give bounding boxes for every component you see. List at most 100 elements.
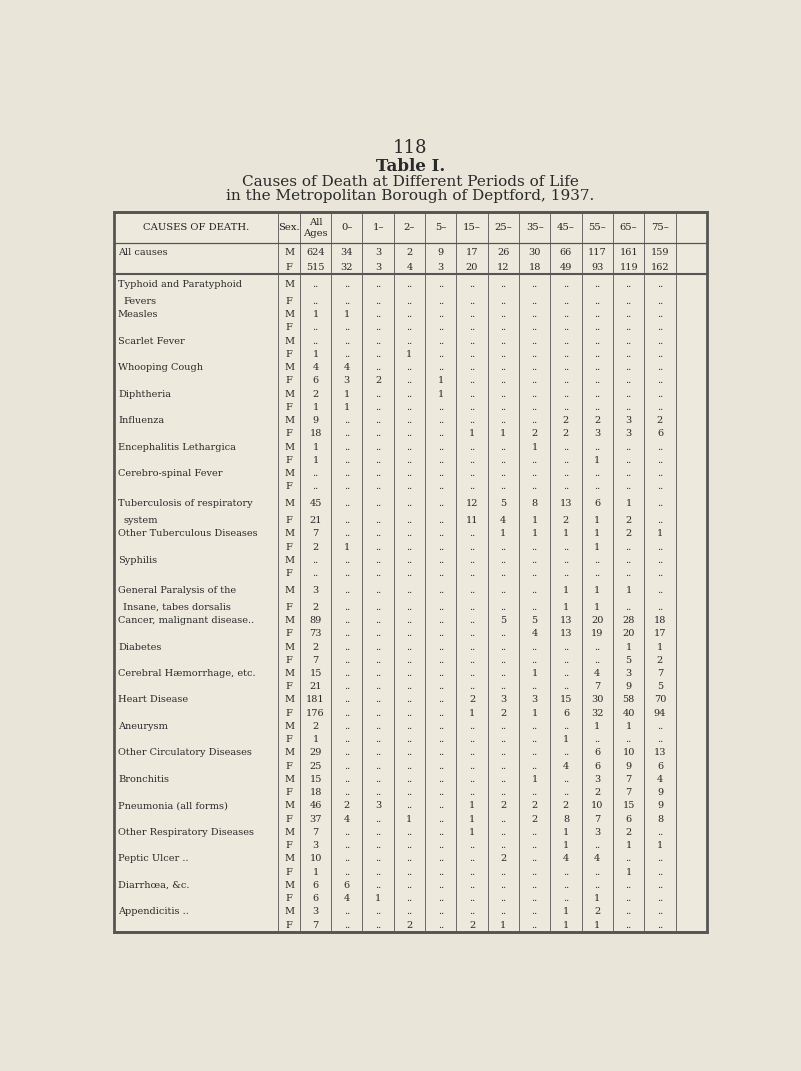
- Text: 10: 10: [591, 801, 603, 811]
- Text: 30: 30: [591, 695, 603, 705]
- Text: M: M: [284, 281, 294, 289]
- Text: ..: ..: [469, 616, 475, 625]
- Text: ..: ..: [469, 630, 475, 638]
- Text: ..: ..: [532, 569, 537, 578]
- Text: ..: ..: [626, 543, 632, 552]
- Text: ..: ..: [406, 828, 413, 836]
- Text: Cerebro-spinal Fever: Cerebro-spinal Fever: [118, 469, 223, 478]
- Text: 18: 18: [309, 429, 322, 438]
- Text: 1: 1: [563, 603, 570, 612]
- Text: ..: ..: [406, 616, 413, 625]
- Text: 26: 26: [497, 247, 509, 257]
- Text: 3: 3: [312, 841, 319, 850]
- Text: ..: ..: [594, 841, 601, 850]
- Text: 3: 3: [312, 907, 319, 917]
- Text: 46: 46: [309, 801, 322, 811]
- Text: Tuberculosis of respiratory: Tuberculosis of respiratory: [118, 499, 252, 509]
- Text: ..: ..: [406, 603, 413, 612]
- Text: ..: ..: [375, 469, 381, 478]
- Text: ..: ..: [437, 482, 444, 492]
- Text: ..: ..: [437, 363, 444, 373]
- Bar: [114, 212, 707, 932]
- Text: ..: ..: [406, 297, 413, 306]
- Text: system: system: [123, 516, 158, 525]
- Text: ..: ..: [437, 828, 444, 836]
- Text: ..: ..: [563, 669, 570, 678]
- Text: ..: ..: [406, 442, 413, 452]
- Text: 15: 15: [309, 775, 322, 784]
- Text: 32: 32: [340, 263, 353, 272]
- Text: ..: ..: [344, 456, 350, 465]
- Text: 8: 8: [563, 815, 569, 824]
- Text: ..: ..: [469, 586, 475, 594]
- Text: 4: 4: [657, 775, 663, 784]
- Text: 7: 7: [657, 669, 663, 678]
- Text: 49: 49: [560, 263, 572, 272]
- Text: M: M: [284, 669, 294, 678]
- Text: ..: ..: [532, 336, 537, 346]
- Text: 1: 1: [406, 815, 413, 824]
- Text: 70: 70: [654, 695, 666, 705]
- Text: F: F: [286, 569, 292, 578]
- Text: 45: 45: [309, 499, 322, 509]
- Text: ..: ..: [344, 828, 350, 836]
- Text: ..: ..: [437, 709, 444, 718]
- Text: 181: 181: [306, 695, 325, 705]
- Text: ..: ..: [375, 529, 381, 539]
- Text: ..: ..: [501, 281, 506, 289]
- Text: 4: 4: [406, 263, 413, 272]
- Text: ..: ..: [563, 376, 570, 386]
- Text: 6: 6: [594, 499, 601, 509]
- Text: ..: ..: [375, 655, 381, 665]
- Text: ..: ..: [344, 761, 350, 771]
- Text: Encephalitis Lethargica: Encephalitis Lethargica: [118, 442, 235, 452]
- Text: 1: 1: [375, 894, 381, 903]
- Text: ..: ..: [406, 801, 413, 811]
- Text: ..: ..: [344, 336, 350, 346]
- Text: ..: ..: [501, 311, 506, 319]
- Text: ..: ..: [501, 868, 506, 876]
- Text: ..: ..: [344, 603, 350, 612]
- Text: ..: ..: [501, 841, 506, 850]
- Text: F: F: [286, 516, 292, 525]
- Text: M: M: [284, 855, 294, 863]
- Text: ..: ..: [344, 669, 350, 678]
- Text: ..: ..: [594, 469, 601, 478]
- Text: 66: 66: [560, 247, 572, 257]
- Text: ..: ..: [406, 907, 413, 917]
- Text: 4: 4: [344, 363, 350, 373]
- Text: ..: ..: [406, 336, 413, 346]
- Text: 6: 6: [312, 376, 319, 386]
- Text: ..: ..: [469, 350, 475, 359]
- Text: Diarrhœa, &c.: Diarrhœa, &c.: [118, 880, 190, 890]
- Text: Insane, tabes dorsalis: Insane, tabes dorsalis: [123, 603, 231, 612]
- Text: F: F: [286, 350, 292, 359]
- Text: Other Tuberculous Diseases: Other Tuberculous Diseases: [118, 529, 258, 539]
- Text: 1: 1: [657, 841, 663, 850]
- Text: ..: ..: [657, 722, 663, 730]
- Text: ..: ..: [437, 801, 444, 811]
- Text: 1: 1: [344, 390, 350, 398]
- Text: ..: ..: [469, 643, 475, 651]
- Text: 119: 119: [619, 263, 638, 272]
- Text: ..: ..: [594, 390, 601, 398]
- Text: M: M: [284, 529, 294, 539]
- Text: 40: 40: [622, 709, 635, 718]
- Text: 1–: 1–: [372, 224, 384, 232]
- Text: 2: 2: [469, 920, 475, 930]
- Text: ..: ..: [469, 297, 475, 306]
- Text: ..: ..: [594, 735, 601, 744]
- Text: ..: ..: [437, 643, 444, 651]
- Text: ..: ..: [312, 323, 319, 332]
- Text: M: M: [284, 363, 294, 373]
- Text: ..: ..: [406, 311, 413, 319]
- Text: 2–: 2–: [404, 224, 415, 232]
- Text: 515: 515: [306, 263, 325, 272]
- Text: ..: ..: [469, 363, 475, 373]
- Text: 1: 1: [532, 516, 537, 525]
- Text: ..: ..: [406, 417, 413, 425]
- Text: ..: ..: [437, 323, 444, 332]
- Text: ..: ..: [532, 586, 537, 594]
- Text: ..: ..: [657, 603, 663, 612]
- Text: ..: ..: [563, 390, 570, 398]
